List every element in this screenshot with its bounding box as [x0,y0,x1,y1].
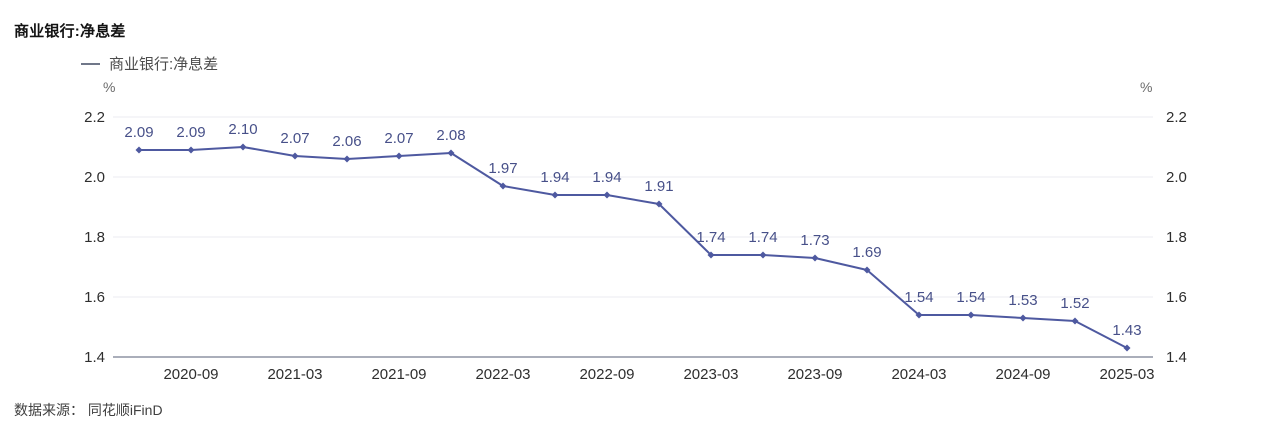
data-point-label: 2.07 [280,130,309,147]
page-title: 商业银行:净息差 [14,23,126,40]
data-point-marker[interactable] [915,311,923,319]
data-point-marker[interactable] [187,146,195,154]
data-point-label: 1.91 [644,178,673,195]
data-point-label: 1.74 [696,229,725,246]
x-tick-label: 2021-09 [371,366,426,383]
legend-item-label: 商业银行:净息差 [109,56,219,73]
y-tick-label-left: 2.2 [84,109,105,126]
data-point-marker[interactable] [291,152,299,160]
data-point-label: 2.07 [384,130,413,147]
y-tick-label-left: 1.8 [84,229,105,246]
x-tick-label: 2021-03 [267,366,322,383]
x-tick-label: 2024-03 [891,366,946,383]
data-point-marker[interactable] [395,152,403,160]
y-axis-unit-right: % [1140,79,1153,95]
data-point-label: 1.43 [1112,322,1141,339]
x-tick-label: 2022-03 [475,366,530,383]
x-tick-label: 2024-09 [995,366,1050,383]
y-tick-label-left: 2.0 [84,169,105,186]
y-tick-label-left: 1.6 [84,289,105,306]
data-point-marker[interactable] [1123,344,1131,352]
data-point-label: 2.09 [176,124,205,141]
data-point-label: 1.69 [852,244,881,261]
data-point-label: 2.10 [228,121,257,138]
x-tick-label: 2022-09 [579,366,634,383]
data-point-label: 2.08 [436,127,465,144]
data-point-marker[interactable] [811,254,819,262]
data-point-marker[interactable] [239,143,247,151]
legend: 商业银行:净息差 [81,53,218,74]
data-point-label: 1.74 [748,229,777,246]
y-tick-label-right: 1.4 [1166,349,1187,366]
x-tick-label: 2025-03 [1099,366,1154,383]
data-point-label: 1.94 [540,169,569,186]
legend-line-icon [81,62,100,65]
data-point-marker[interactable] [1019,314,1027,322]
data-point-marker[interactable] [967,311,975,319]
data-point-label: 1.94 [592,169,621,186]
x-tick-label: 2023-09 [787,366,842,383]
y-tick-label-right: 1.8 [1166,229,1187,246]
data-point-marker[interactable] [655,200,663,208]
data-point-label: 1.97 [488,160,517,177]
data-point-label: 1.53 [1008,292,1037,309]
y-axis-unit-left: % [103,79,116,95]
data-point-label: 2.06 [332,133,361,150]
data-point-marker[interactable] [447,149,455,157]
data-point-label: 1.73 [800,232,829,249]
data-point-label: 1.52 [1060,295,1089,312]
data-point-marker[interactable] [343,155,351,163]
data-point-label: 1.54 [956,289,985,306]
series-line [139,146,1128,349]
x-tick-label: 2023-03 [683,366,738,383]
data-point-label: 1.54 [904,289,933,306]
y-tick-label-right: 2.2 [1166,109,1187,126]
data-point-marker[interactable] [603,191,611,199]
data-point-marker[interactable] [551,191,559,199]
y-tick-label-right: 1.6 [1166,289,1187,306]
data-point-marker[interactable] [759,251,767,259]
x-tick-label: 2020-09 [163,366,218,383]
data-point-marker[interactable] [1071,317,1079,325]
source-text: 数据来源： 同花顺iFinD [14,402,163,418]
data-point-label: 2.09 [124,124,153,141]
legend-item[interactable]: 商业银行:净息差 [81,53,218,74]
y-tick-label-left: 1.4 [84,349,105,366]
data-point-marker[interactable] [499,182,507,190]
data-point-marker[interactable] [135,146,143,154]
data-point-marker[interactable] [707,251,715,259]
y-tick-label-right: 2.0 [1166,169,1187,186]
data-point-marker[interactable] [863,266,871,274]
